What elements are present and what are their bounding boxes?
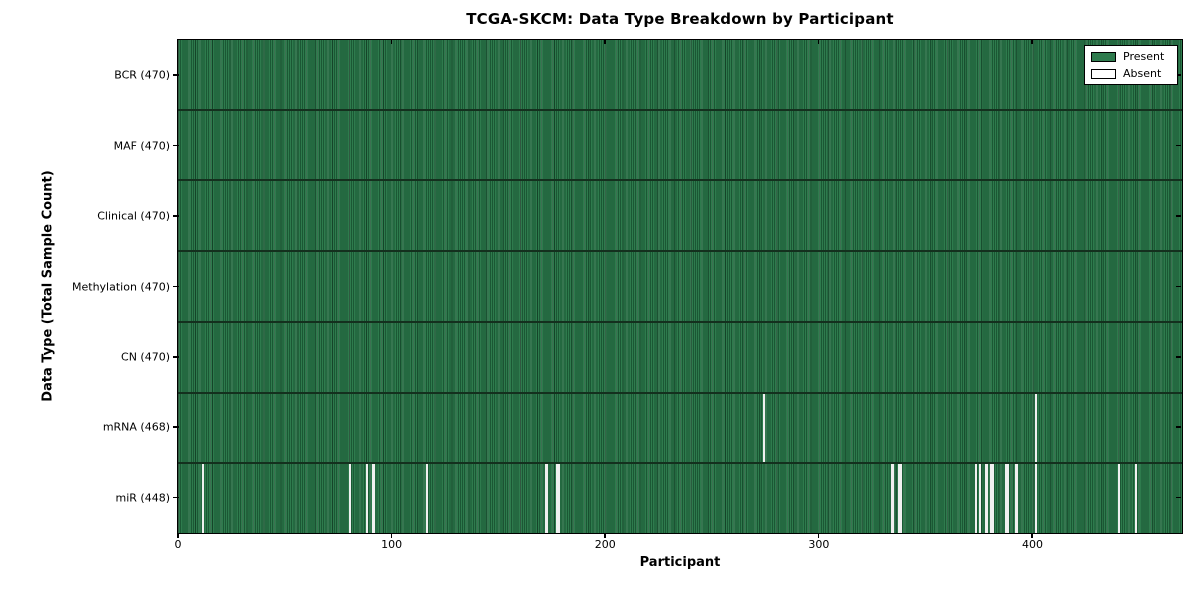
absent-stripe xyxy=(989,464,992,534)
y-tick-mark xyxy=(1176,74,1181,76)
absent-stripe xyxy=(365,464,369,534)
x-tick-mark xyxy=(604,534,606,538)
absent-stripe xyxy=(897,464,901,534)
absent-stripe xyxy=(1135,464,1138,534)
x-tick-mark xyxy=(390,534,393,538)
plot-area: Present Absent xyxy=(177,39,1183,534)
x-tick-mark xyxy=(177,534,179,538)
absent-stripe xyxy=(201,464,204,534)
absent-stripe xyxy=(558,464,561,534)
x-axis-label: Participant xyxy=(639,555,721,570)
x-tick-mark xyxy=(604,40,606,44)
x-tick-mark xyxy=(817,40,820,44)
y-tick-label: BCR (470) xyxy=(114,68,170,82)
absent-stripe xyxy=(979,464,982,534)
y-tick-mark xyxy=(1176,355,1181,358)
y-tick-label: mRNA (468) xyxy=(102,420,170,434)
legend-label-absent: Absent xyxy=(1123,67,1162,80)
legend: Present Absent xyxy=(1084,45,1178,85)
x-tick-label: 0 xyxy=(174,538,182,551)
y-tick-mark xyxy=(173,74,179,76)
absent-stripe xyxy=(1034,464,1037,534)
y-tick-mark xyxy=(173,355,179,358)
absent-stripe xyxy=(425,464,428,534)
legend-label-present: Present xyxy=(1123,50,1165,63)
x-tick-mark xyxy=(1031,534,1034,538)
chart-title: TCGA-SKCM: Data Type Breakdown by Partic… xyxy=(466,10,894,28)
heatmap-row-methylation xyxy=(178,250,1182,321)
absent-stripe xyxy=(900,464,903,534)
absent-stripe xyxy=(545,464,548,534)
y-tick-label: miR (448) xyxy=(115,491,171,505)
absent-stripe xyxy=(1015,464,1018,534)
y-tick-mark xyxy=(1176,285,1181,288)
y-tick-mark xyxy=(1176,496,1181,499)
absent-stripe xyxy=(891,464,894,534)
y-tick-label: CN (470) xyxy=(121,350,170,364)
heatmap-row-bcr xyxy=(178,40,1182,109)
heatmap-rows xyxy=(178,40,1182,534)
x-tick-mark xyxy=(1031,40,1034,44)
present-swatch xyxy=(1091,51,1116,62)
x-tick-mark xyxy=(390,40,393,44)
absent-stripe xyxy=(348,464,352,534)
y-tick-label: MAF (470) xyxy=(113,139,170,153)
y-tick-label: Clinical (470) xyxy=(97,209,170,223)
legend-item-absent: Absent xyxy=(1091,68,1171,79)
heatmap-row-cn xyxy=(178,320,1182,392)
absent-stripe xyxy=(763,393,766,463)
x-tick-label: 100 xyxy=(381,538,403,551)
y-tick-mark xyxy=(1176,426,1181,428)
y-tick-mark xyxy=(173,285,179,288)
heatmap-row-clinical xyxy=(178,179,1182,251)
absent-stripe xyxy=(1006,464,1010,534)
absent-stripe xyxy=(985,464,988,534)
x-tick-label: 200 xyxy=(594,538,616,551)
heatmap-row-mrna xyxy=(178,391,1182,463)
absent-stripe xyxy=(372,464,375,534)
legend-item-present: Present xyxy=(1091,51,1171,62)
absent-stripe xyxy=(1034,393,1037,463)
x-tick-label: 400 xyxy=(1021,538,1043,551)
heatmap-row-mir xyxy=(178,462,1182,534)
y-tick-mark xyxy=(173,144,179,147)
y-tick-mark xyxy=(173,215,179,217)
absent-swatch xyxy=(1091,68,1116,79)
absent-stripe xyxy=(1117,464,1121,534)
y-tick-mark xyxy=(1176,144,1181,147)
heatmap-row-maf xyxy=(178,108,1182,180)
absent-stripe xyxy=(1004,464,1007,534)
y-tick-mark xyxy=(1176,215,1181,217)
absent-stripe xyxy=(974,464,977,534)
y-tick-label: Methylation (470) xyxy=(72,280,170,293)
x-tick-label: 300 xyxy=(808,538,830,551)
x-tick-mark xyxy=(817,534,820,538)
absent-stripe xyxy=(556,464,559,534)
y-tick-mark xyxy=(173,426,179,428)
absent-stripe xyxy=(991,464,995,534)
y-tick-mark xyxy=(173,496,179,499)
